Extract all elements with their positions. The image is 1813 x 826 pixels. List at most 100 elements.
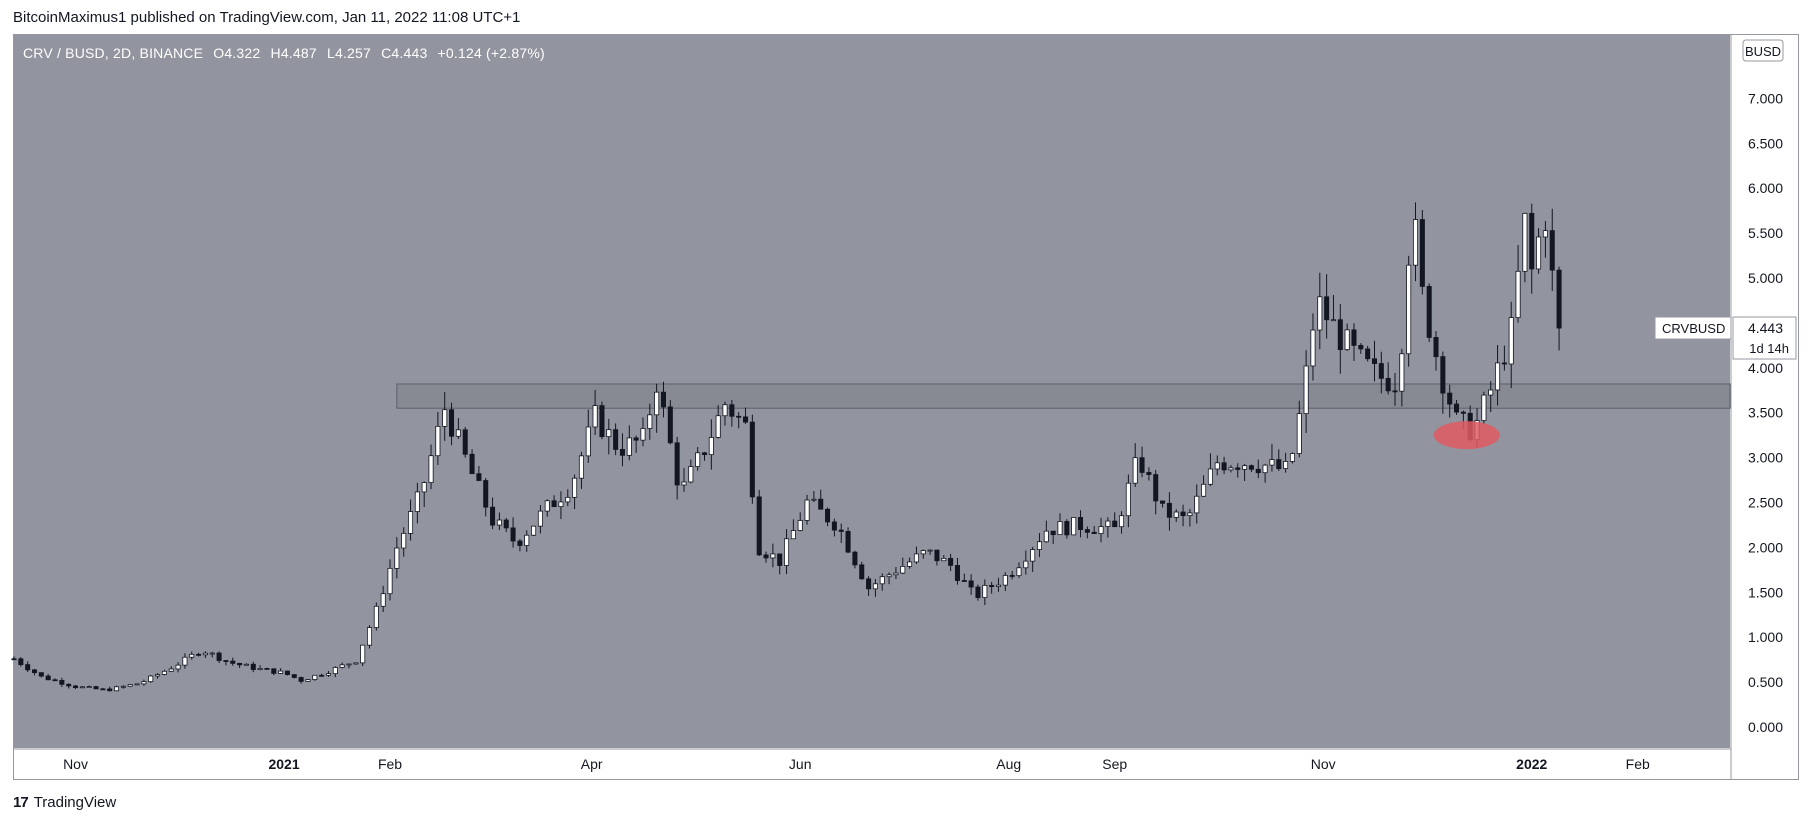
candle [1242,463,1248,481]
candle [1057,513,1063,536]
candle [633,435,639,453]
candle-body-down [31,669,38,674]
candle [1549,208,1555,291]
candle [1385,362,1391,395]
candle-body-up [1187,512,1193,517]
candle-body-down [25,664,31,671]
candle-body-up [435,425,441,457]
candle [503,517,509,533]
candle-body-down [38,672,44,677]
candle-body-up [585,426,591,457]
symbol-legend: CRV / BUSD, 2D, BINANCE O4.322 H4.487 L4… [23,45,545,61]
candle [1447,384,1453,418]
candle [1132,443,1138,487]
candle [729,399,735,427]
legend-close-value: 4.443 [391,45,428,61]
candle-body-down [825,508,831,523]
candle-body-down [18,658,24,666]
candle [1454,399,1460,415]
candle-body-up [114,686,120,692]
candle-body-up [770,553,776,559]
candle-body-up [1002,575,1008,586]
candle-body-up [305,679,311,682]
symbol-price-label-box [1654,316,1732,340]
candle [366,625,373,649]
candle [79,686,85,689]
candle-body-up [1036,541,1043,551]
candle [401,527,407,557]
candle [1016,562,1022,579]
candle-body-up [1105,520,1111,527]
symbol-price-label: CRVBUSD [1662,321,1725,336]
footer-brand[interactable]: TradingView [33,794,117,811]
candle-body-up [202,652,208,656]
candle [373,602,379,631]
candle [818,489,824,510]
candle [1262,463,1268,483]
candle-body-up [1214,462,1220,470]
candle [52,678,58,682]
candle [544,499,550,517]
candle [31,668,38,676]
time-tick-label: Nov [63,756,88,772]
candle [1194,484,1200,524]
candle-body-up [428,455,434,483]
candle [510,517,516,548]
candle [825,507,831,527]
last-price-value: 4.443 [1748,320,1783,336]
candle-body-down [1112,520,1118,528]
candle [715,405,721,439]
candle-body-up [1488,389,1494,396]
candle [1501,345,1507,371]
candle [1023,550,1029,575]
candle [346,663,352,669]
candle [531,525,537,537]
candle [387,559,393,601]
candle-body-up [606,429,612,438]
candle-body-down [1351,329,1357,346]
currency-badge[interactable] [1742,39,1784,62]
candle-body-down [1358,344,1364,350]
legend-change: +0.124 (+2.87%) [437,45,545,61]
candle [1310,313,1316,381]
candle [565,489,571,507]
candle-body-down [1392,390,1398,393]
candle [284,670,290,676]
candle-body-up [414,491,420,512]
legend-open-value: 4.322 [224,45,261,61]
candle-body-up [332,667,338,675]
candle [743,407,749,424]
candle [749,414,755,504]
time-axis-background [14,749,1730,779]
candle-body-up [496,519,502,526]
candle-body-up [1071,517,1077,536]
candle [141,679,147,686]
currency-badge-label: BUSD [1745,44,1781,59]
candle-body-down [1160,500,1166,504]
candle-body-down [1460,411,1466,414]
candle-body-down [1440,356,1446,394]
candle-body-up [688,466,694,483]
candle-body-down [968,580,974,588]
candle-body-down [667,406,673,444]
candle-body-up [784,538,790,566]
candle [1330,295,1336,322]
candle [332,666,338,678]
candle [722,401,728,426]
candle [408,499,414,541]
candle-body-up [1317,296,1323,331]
candle-body-down [1365,348,1371,360]
candle [968,574,974,595]
candle [1303,350,1309,433]
candle-body-up [893,572,899,576]
candle-body-up [1536,236,1542,270]
candle-body-down [701,452,708,456]
candle-body-up [544,500,550,512]
candle-body-down [271,668,277,674]
candle-body-down [264,668,270,670]
candle [216,651,222,664]
candle [537,505,543,534]
candle [73,684,79,690]
candle [380,585,386,613]
